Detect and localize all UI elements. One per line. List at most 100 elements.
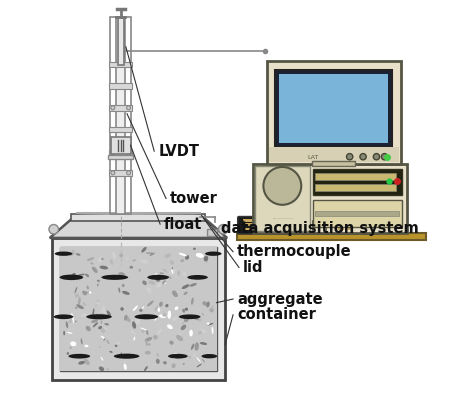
Ellipse shape [135,314,158,319]
Bar [109,105,132,111]
FancyBboxPatch shape [238,217,358,234]
Circle shape [111,151,115,155]
Ellipse shape [144,366,148,371]
Ellipse shape [113,255,116,259]
Ellipse shape [159,314,166,318]
Ellipse shape [99,346,101,348]
Circle shape [382,154,388,160]
Ellipse shape [68,319,73,324]
Ellipse shape [124,315,131,322]
Ellipse shape [107,310,111,316]
Ellipse shape [115,354,119,358]
Bar [279,74,388,143]
Ellipse shape [156,276,159,279]
Ellipse shape [138,268,141,272]
FancyBboxPatch shape [360,210,380,234]
Ellipse shape [86,291,92,293]
Ellipse shape [54,314,73,319]
Ellipse shape [110,259,113,265]
Ellipse shape [206,301,210,307]
Text: float: float [164,217,202,231]
Ellipse shape [202,301,207,305]
Text: thermocouple: thermocouple [237,244,352,259]
Ellipse shape [60,275,83,280]
Bar [243,227,353,230]
Ellipse shape [201,354,217,358]
Ellipse shape [100,320,102,324]
Ellipse shape [183,292,188,295]
Ellipse shape [200,342,207,345]
Ellipse shape [196,357,201,362]
Circle shape [374,154,380,160]
Ellipse shape [74,287,77,293]
Bar [108,155,133,159]
Ellipse shape [155,278,160,282]
Ellipse shape [153,335,158,339]
Ellipse shape [171,269,173,274]
Ellipse shape [116,342,121,344]
Ellipse shape [81,338,82,345]
Text: lid: lid [243,260,264,275]
Ellipse shape [93,313,98,320]
Ellipse shape [140,328,147,330]
Ellipse shape [63,331,65,335]
Bar [266,61,401,164]
Ellipse shape [148,281,155,285]
Bar [379,213,395,232]
Ellipse shape [131,330,136,335]
Ellipse shape [87,285,89,289]
Ellipse shape [166,278,169,281]
Ellipse shape [96,302,100,304]
Ellipse shape [174,306,178,310]
Text: LVDT: LVDT [158,144,199,159]
Ellipse shape [89,314,95,318]
Circle shape [127,151,130,155]
Ellipse shape [157,307,160,312]
Ellipse shape [100,336,106,339]
Ellipse shape [72,273,76,278]
Ellipse shape [77,352,79,357]
Ellipse shape [87,257,94,261]
Ellipse shape [191,297,194,305]
Ellipse shape [172,363,176,368]
Ellipse shape [98,256,103,262]
Ellipse shape [140,260,147,264]
Ellipse shape [193,353,196,357]
Ellipse shape [184,308,188,311]
Ellipse shape [109,266,111,268]
Ellipse shape [182,271,187,276]
Ellipse shape [171,267,173,274]
Ellipse shape [99,366,104,371]
Circle shape [360,154,366,160]
Bar [109,83,132,89]
Bar [315,212,399,216]
Ellipse shape [123,283,125,286]
Ellipse shape [207,322,210,325]
Ellipse shape [114,354,139,359]
Ellipse shape [82,291,86,295]
Ellipse shape [167,310,171,319]
Ellipse shape [72,250,75,254]
Ellipse shape [199,318,201,322]
Ellipse shape [126,257,129,260]
Ellipse shape [106,340,109,344]
Ellipse shape [55,252,73,256]
Ellipse shape [170,260,174,265]
Ellipse shape [191,343,194,350]
Ellipse shape [172,317,177,321]
Ellipse shape [97,283,99,287]
Circle shape [127,171,130,175]
Ellipse shape [75,293,79,298]
Bar [255,166,310,231]
Ellipse shape [178,333,181,335]
Ellipse shape [66,321,68,328]
Ellipse shape [100,364,105,366]
Ellipse shape [193,248,196,250]
Ellipse shape [78,297,81,305]
Bar [269,147,399,162]
Bar [109,170,132,175]
Ellipse shape [204,256,208,261]
Ellipse shape [75,307,77,309]
Ellipse shape [209,308,214,312]
Ellipse shape [142,281,147,285]
